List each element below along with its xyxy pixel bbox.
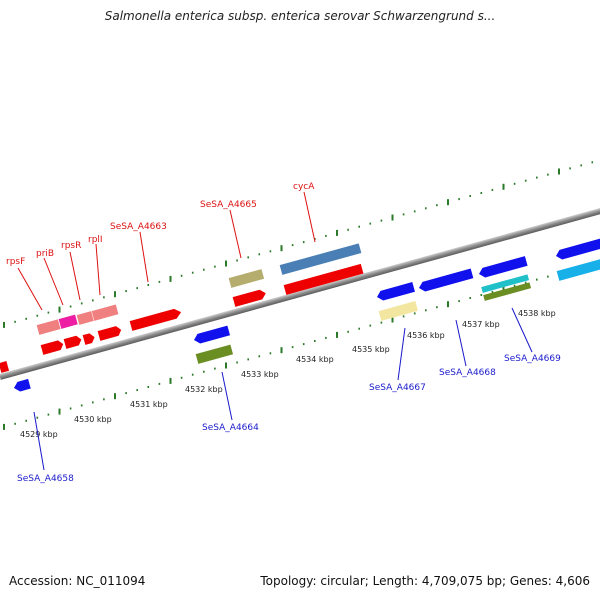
feature-small-2[interactable] [63,335,83,349]
feature-SeSA_A4664-cds[interactable] [195,344,234,364]
feature-SeSA_A4667[interactable] [378,301,418,321]
feature-cycA[interactable] [279,243,362,275]
feature-rpsF[interactable] [36,319,61,335]
genome-summary: Topology: circular; Length: 4,709,075 bp… [260,574,590,588]
feature-SeSA_A4663[interactable] [129,307,183,331]
gene-label-SeSA_A4667[interactable]: SeSA_A4667 [369,383,426,393]
gene-label-SeSA_A4663[interactable]: SeSA_A4663 [110,222,167,232]
feature-small-3[interactable] [82,332,96,345]
gene-label-rplI[interactable]: rplI [88,235,103,245]
forward-gene-labels: rpsF priB rpsR rplI SeSA_A4663 SeSA_A466… [6,182,315,267]
accession-label: Accession: NC_011094 [9,574,146,588]
reverse-gene-labels: SeSA_A4658 SeSA_A4664 SeSA_A4667 SeSA_A4… [17,354,561,484]
feature-SeSA_A4666[interactable] [376,282,415,302]
gene-label-rpsR[interactable]: rpsR [61,241,81,251]
gene-label-SeSA_A4669[interactable]: SeSA_A4669 [504,354,561,364]
kbp-label: 4529 kbp [20,430,58,439]
kbp-label: 4533 kbp [241,370,279,379]
kbp-label: 4535 kbp [352,345,390,354]
feature-SeSA_A4669-c[interactable] [483,282,532,301]
feature-rpsR[interactable] [76,311,94,325]
feature-edge-right-b[interactable] [556,257,600,281]
feature-rplI[interactable] [91,304,119,321]
feature-edge-right-a[interactable] [555,237,600,261]
kbp-label: 4530 kbp [74,415,112,424]
kbp-label: 4537 kbp [462,320,500,329]
reverse-gene-features [0,237,600,393]
reverse-leader-lines [33,307,533,471]
map-title: Salmonella enterica subsp. enterica sero… [104,9,496,23]
gene-label-rpsF[interactable]: rpsF [6,257,25,267]
gene-label-SeSA_A4665[interactable]: SeSA_A4665 [200,200,257,210]
feature-edge-left[interactable] [0,361,10,373]
gene-label-cycA[interactable]: cycA [293,182,315,192]
forward-gene-features [36,243,364,355]
gene-label-SeSA_A4668[interactable]: SeSA_A4668 [439,368,496,378]
feature-cycA-cds[interactable] [283,263,364,295]
feature-small-1[interactable] [40,339,65,355]
gene-label-SeSA_A4664[interactable]: SeSA_A4664 [202,423,259,433]
feature-SeSA_A4665-cds[interactable] [232,288,267,307]
gene-label-SeSA_A4658[interactable]: SeSA_A4658 [17,474,74,484]
feature-SeSA_A4669-a[interactable] [478,256,528,279]
forward-tick-track [3,161,594,328]
feature-small-4[interactable] [97,325,123,341]
feature-SeSA_A4658[interactable] [13,378,31,393]
gene-label-priB[interactable]: priB [36,249,54,259]
feature-SeSA_A4668[interactable] [418,268,474,293]
forward-leader-lines [17,191,316,311]
kbp-label: 4531 kbp [130,400,168,409]
genome-backbone [0,203,600,380]
feature-SeSA_A4664[interactable] [193,325,231,345]
kbp-label: 4538 kbp [518,309,556,318]
kbp-label: 4534 kbp [296,355,334,364]
kbp-label: 4536 kbp [407,331,445,340]
kbp-label: 4532 kbp [185,385,223,394]
feature-SeSA_A4665[interactable] [228,269,265,288]
kbp-scale-labels: 4529 kbp 4530 kbp 4531 kbp 4532 kbp 4533… [20,309,556,439]
feature-priB[interactable] [58,314,78,329]
feature-SeSA_A4669-b[interactable] [481,274,530,293]
